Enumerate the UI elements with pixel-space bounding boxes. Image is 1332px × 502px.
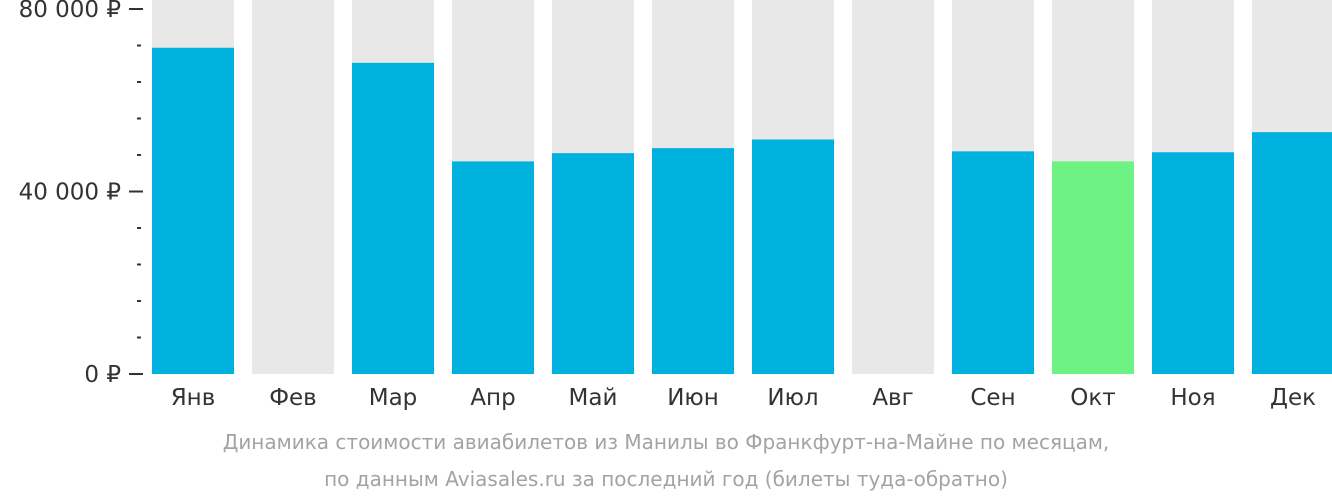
x-tick-label: Мар [369, 385, 418, 411]
x-tick-label: Ноя [1170, 385, 1215, 411]
chart-caption-line-2: по данным Aviasales.ru за последний год … [324, 467, 1008, 491]
bar-2[interactable] [352, 62, 434, 375]
chart-caption-line-1: Динамика стоимости авиабилетов из Манилы… [222, 430, 1110, 454]
bar-6[interactable] [752, 139, 834, 374]
y-axis: 0 ₽ 40 000 ₽ 80 000 ₽ [19, 0, 143, 388]
bars [152, 47, 1332, 375]
x-tick-label: Июн [667, 385, 719, 411]
x-tick-label: Апр [470, 385, 515, 411]
y-tick-label: 40 000 ₽ [19, 180, 121, 206]
bar-8[interactable] [952, 151, 1034, 374]
bar-5[interactable] [652, 148, 734, 374]
bar-0[interactable] [152, 47, 234, 374]
x-tick-label: Июл [767, 385, 818, 411]
y-tick-label: 80 000 ₽ [19, 0, 121, 23]
bar-background-7 [852, 0, 934, 374]
bar-10[interactable] [1152, 152, 1234, 374]
x-tick-label: Май [569, 385, 618, 411]
x-axis-labels: Янв Фев Мар Апр Май Июн Июл Авг Сен Окт Ноя Дек [171, 385, 1316, 411]
x-tick-label: Окт [1070, 385, 1115, 411]
x-tick-label: Сен [970, 385, 1015, 411]
x-tick-label: Фев [269, 385, 317, 411]
x-tick-label: Дек [1270, 385, 1316, 411]
x-tick-label: Янв [171, 385, 216, 411]
bar-11[interactable] [1252, 132, 1332, 374]
bar-4[interactable] [552, 153, 634, 374]
bar-3[interactable] [452, 161, 534, 374]
y-tick-label: 0 ₽ [84, 362, 121, 388]
x-tick-label: Авг [872, 385, 913, 411]
bar-9[interactable] [1052, 161, 1134, 374]
bar-background-1 [252, 0, 334, 374]
